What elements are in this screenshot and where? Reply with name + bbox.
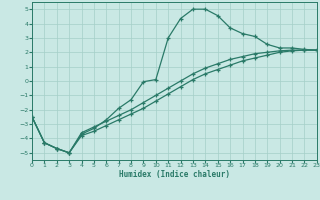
X-axis label: Humidex (Indice chaleur): Humidex (Indice chaleur) bbox=[119, 170, 230, 179]
